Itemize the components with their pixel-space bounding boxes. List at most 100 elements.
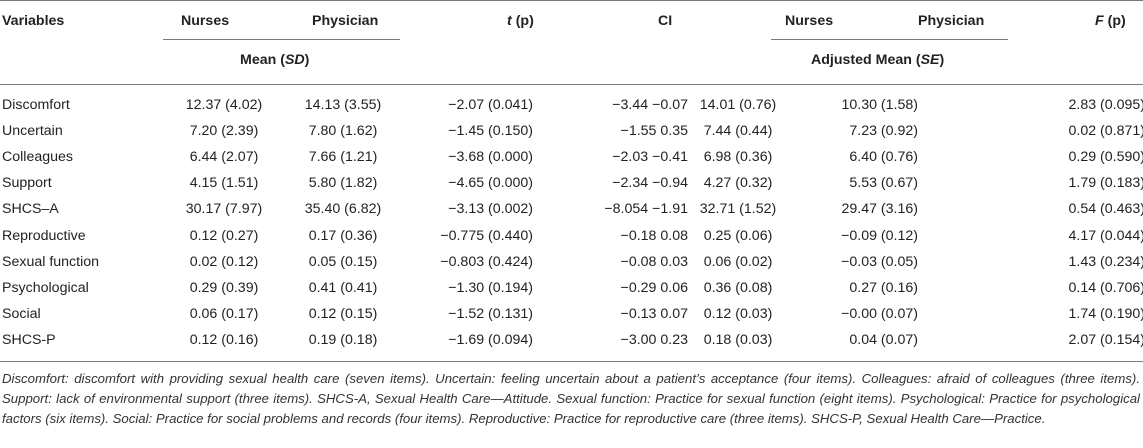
cell-variable: Colleagues bbox=[2, 149, 73, 166]
cell-ci: −3.44 −0.07 bbox=[612, 97, 688, 114]
header-ci: CI bbox=[658, 13, 673, 29]
header-f-letter: F bbox=[1095, 13, 1104, 29]
cell-t: −2.07 (0.041) bbox=[448, 97, 533, 114]
cell-nurses: 0.12 (0.16) bbox=[189, 331, 259, 348]
cell-physician: 7.66 (1.21) bbox=[308, 149, 378, 166]
header-variables: Variables bbox=[2, 13, 65, 29]
table-row: SHCS-P 0.12 (0.16) 0.19 (0.18) −1.69 (0.094… bbox=[0, 327, 1143, 353]
cell-t: −0.775 (0.440) bbox=[440, 227, 533, 244]
cell-f: 0.14 (0.706) bbox=[1068, 279, 1143, 296]
cell-adj-physician: 0.04 (0.07) bbox=[849, 331, 918, 348]
cell-physician: 7.80 (1.62) bbox=[308, 123, 378, 140]
cell-variable: SHCS–A bbox=[2, 201, 59, 218]
cell-adj-physician: −0.09 (0.12) bbox=[841, 227, 918, 244]
cell-f: 0.29 (0.590) bbox=[1068, 149, 1143, 166]
table-row: Psychological 0.29 (0.39) 0.41 (0.41) −1.30… bbox=[0, 275, 1143, 301]
cell-nurses: 30.17 (7.97) bbox=[185, 201, 263, 218]
header-rule bbox=[0, 84, 1143, 85]
cell-variable: Discomfort bbox=[2, 97, 70, 114]
cell-ci: −0.18 0.08 bbox=[620, 227, 688, 244]
cell-ci: −0.08 0.03 bbox=[620, 253, 688, 270]
cell-ci: −0.29 0.06 bbox=[620, 279, 688, 296]
cell-t: −3.13 (0.002) bbox=[448, 201, 533, 218]
header-t-p-label: (p) bbox=[515, 13, 534, 29]
table-row: Social 0.06 (0.17) 0.12 (0.15) −1.52 (0.131… bbox=[0, 301, 1143, 327]
table-row: Reproductive 0.12 (0.27) 0.17 (0.36) −0.775… bbox=[0, 222, 1143, 248]
cell-t: −3.68 (0.000) bbox=[448, 149, 533, 166]
cell-t: −1.52 (0.131) bbox=[448, 305, 533, 322]
cell-nurses: 7.20 (2.39) bbox=[189, 123, 259, 140]
cell-adj-nurses: 0.36 (0.08) bbox=[703, 279, 773, 296]
group-label-mean: Mean (SD) bbox=[240, 52, 310, 68]
group-rule-mean bbox=[163, 39, 400, 40]
table-row: Sexual function 0.02 (0.12) 0.05 (0.15) −0.… bbox=[0, 249, 1143, 275]
cell-ci: −0.13 0.07 bbox=[620, 305, 688, 322]
cell-physician: 14.13 (3.55) bbox=[304, 97, 382, 114]
cell-physician: 35.40 (6.82) bbox=[304, 201, 382, 218]
cell-nurses: 0.12 (0.27) bbox=[189, 227, 259, 244]
cell-adj-physician: 0.27 (0.16) bbox=[849, 279, 918, 296]
cell-variable: Support bbox=[2, 175, 52, 192]
cell-f: 4.17 (0.044) bbox=[1068, 227, 1143, 244]
cell-nurses: 0.06 (0.17) bbox=[189, 305, 259, 322]
cell-adj-nurses: 14.01 (0.76) bbox=[699, 97, 777, 114]
cell-adj-nurses: 6.98 (0.36) bbox=[703, 149, 773, 166]
header-physician: Physician bbox=[312, 13, 379, 29]
cell-t: −1.69 (0.094) bbox=[448, 331, 533, 348]
cell-adj-nurses: 0.18 (0.03) bbox=[703, 331, 773, 348]
cell-f: 2.83 (0.095) bbox=[1068, 97, 1143, 114]
table-row: Uncertain 7.20 (2.39) 7.80 (1.62) −1.45 (0.… bbox=[0, 118, 1143, 144]
cell-nurses: 12.37 (4.02) bbox=[185, 97, 263, 114]
cell-adj-nurses: 0.12 (0.03) bbox=[703, 305, 773, 322]
cell-ci: −8.054 −1.91 bbox=[604, 201, 688, 218]
cell-nurses: 6.44 (2.07) bbox=[189, 149, 259, 166]
cell-f: 2.07 (0.154) bbox=[1068, 331, 1143, 348]
cell-adj-nurses: 7.44 (0.44) bbox=[703, 123, 773, 140]
group-rule-adjusted bbox=[771, 39, 1008, 40]
cell-adj-nurses: 32.71 (1.52) bbox=[699, 201, 777, 218]
cell-t: −4.65 (0.000) bbox=[448, 175, 533, 192]
cell-adj-physician: −0.00 (0.07) bbox=[841, 305, 918, 322]
cell-adj-physician: 7.23 (0.92) bbox=[849, 123, 918, 140]
cell-t: −0.803 (0.424) bbox=[440, 253, 533, 270]
table-body: Discomfort 12.37 (4.02) 14.13 (3.55) −2.07 … bbox=[0, 92, 1143, 353]
top-rule bbox=[0, 0, 1143, 1]
cell-nurses: 4.15 (1.51) bbox=[189, 175, 259, 192]
cell-ci: −3.00 0.23 bbox=[620, 331, 688, 348]
cell-variable: Social bbox=[2, 305, 41, 322]
cell-physician: 0.41 (0.41) bbox=[308, 279, 378, 296]
cell-ci: −2.34 −0.94 bbox=[612, 175, 688, 192]
cell-f: 1.43 (0.234) bbox=[1068, 253, 1143, 270]
group-label-adjusted-mean: Adjusted Mean (SE) bbox=[811, 52, 945, 68]
header-f-p: F (p) bbox=[1095, 13, 1126, 29]
cell-variable: Sexual function bbox=[2, 253, 100, 270]
cell-adj-nurses: 0.25 (0.06) bbox=[703, 227, 773, 244]
table-row: SHCS–A 30.17 (7.97) 35.40 (6.82) −3.13 (0.0… bbox=[0, 196, 1143, 222]
table-row: Colleagues 6.44 (2.07) 7.66 (1.21) −3.68 (0… bbox=[0, 144, 1143, 170]
cell-adj-physician: 10.30 (1.58) bbox=[841, 97, 918, 114]
cell-ci: −2.03 −0.41 bbox=[612, 149, 688, 166]
cell-t: −1.45 (0.150) bbox=[448, 123, 533, 140]
cell-adj-physician: 6.40 (0.76) bbox=[849, 149, 918, 166]
cell-f: 0.54 (0.463) bbox=[1068, 201, 1143, 218]
cell-adj-nurses: 4.27 (0.32) bbox=[703, 175, 773, 192]
cell-ci: −1.55 0.35 bbox=[620, 123, 688, 140]
cell-nurses: 0.29 (0.39) bbox=[189, 279, 259, 296]
cell-adj-nurses: 0.06 (0.02) bbox=[703, 253, 773, 270]
cell-adj-physician: 29.47 (3.16) bbox=[841, 201, 918, 218]
header-adj-physician: Physician bbox=[918, 13, 985, 29]
cell-variable: Reproductive bbox=[2, 227, 86, 244]
cell-variable: Psychological bbox=[2, 279, 89, 296]
cell-t: −1.30 (0.194) bbox=[448, 279, 533, 296]
cell-f: 1.79 (0.183) bbox=[1068, 175, 1143, 192]
table-row: Discomfort 12.37 (4.02) 14.13 (3.55) −2.07 … bbox=[0, 92, 1143, 118]
cell-adj-physician: −0.03 (0.05) bbox=[841, 253, 918, 270]
cell-physician: 0.19 (0.18) bbox=[308, 331, 378, 348]
cell-physician: 0.12 (0.15) bbox=[308, 305, 378, 322]
header-adj-nurses: Nurses bbox=[785, 13, 834, 29]
header-f-p-label: (p) bbox=[1107, 13, 1126, 29]
header-t-letter: t bbox=[507, 13, 512, 29]
header-t-p: t (p) bbox=[507, 13, 534, 29]
cell-f: 0.02 (0.871) bbox=[1068, 123, 1143, 140]
